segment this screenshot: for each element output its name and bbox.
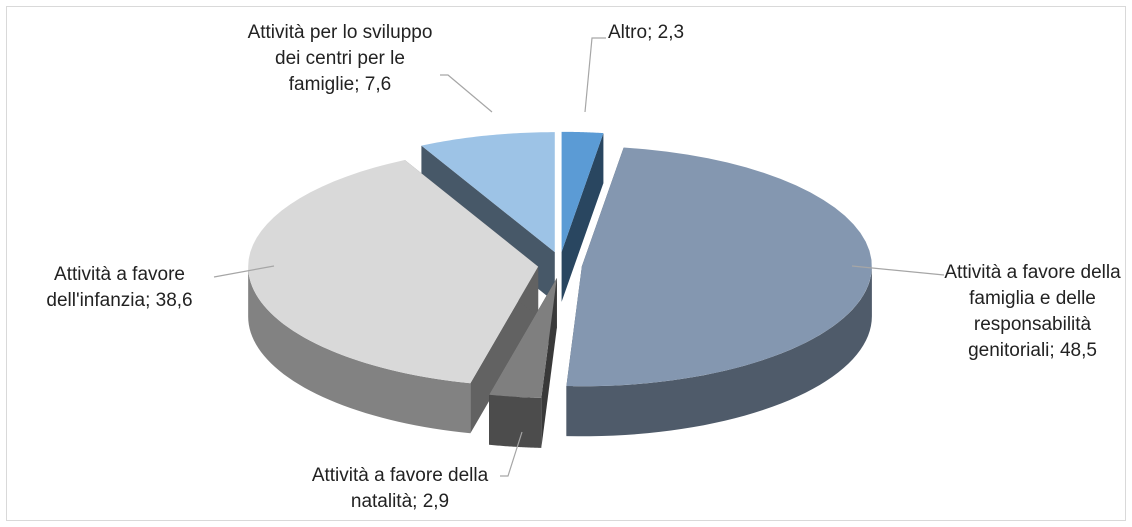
slice-top [248,160,539,384]
slice-wall [470,266,539,434]
slice [248,160,539,434]
slice-side [489,394,542,448]
slice-top [489,278,557,398]
leader-line [584,37,606,113]
data-label: Attività a favore della famiglia e delle… [944,262,1121,361]
leader-line [213,265,275,278]
leader-line [440,74,493,113]
data-label: Attività per lo sviluppo dei centri per … [247,22,433,95]
slice [561,131,604,302]
leader-line [500,431,523,477]
slice-side [248,266,471,434]
slice-top [421,132,555,253]
slice [566,147,872,437]
slice-top [566,147,872,387]
chart-frame [6,6,1126,521]
slice [489,278,557,448]
leader-line [851,265,945,276]
data-label: Altro; 2,3 [608,22,685,43]
slice-top [561,131,604,252]
slice-wall [561,133,604,302]
slice-side [566,266,872,437]
data-label: Attività a favore della natalità; 2,9 [311,465,489,512]
data-label: Attività a favore dell'infanzia; 38,6 [46,264,193,311]
